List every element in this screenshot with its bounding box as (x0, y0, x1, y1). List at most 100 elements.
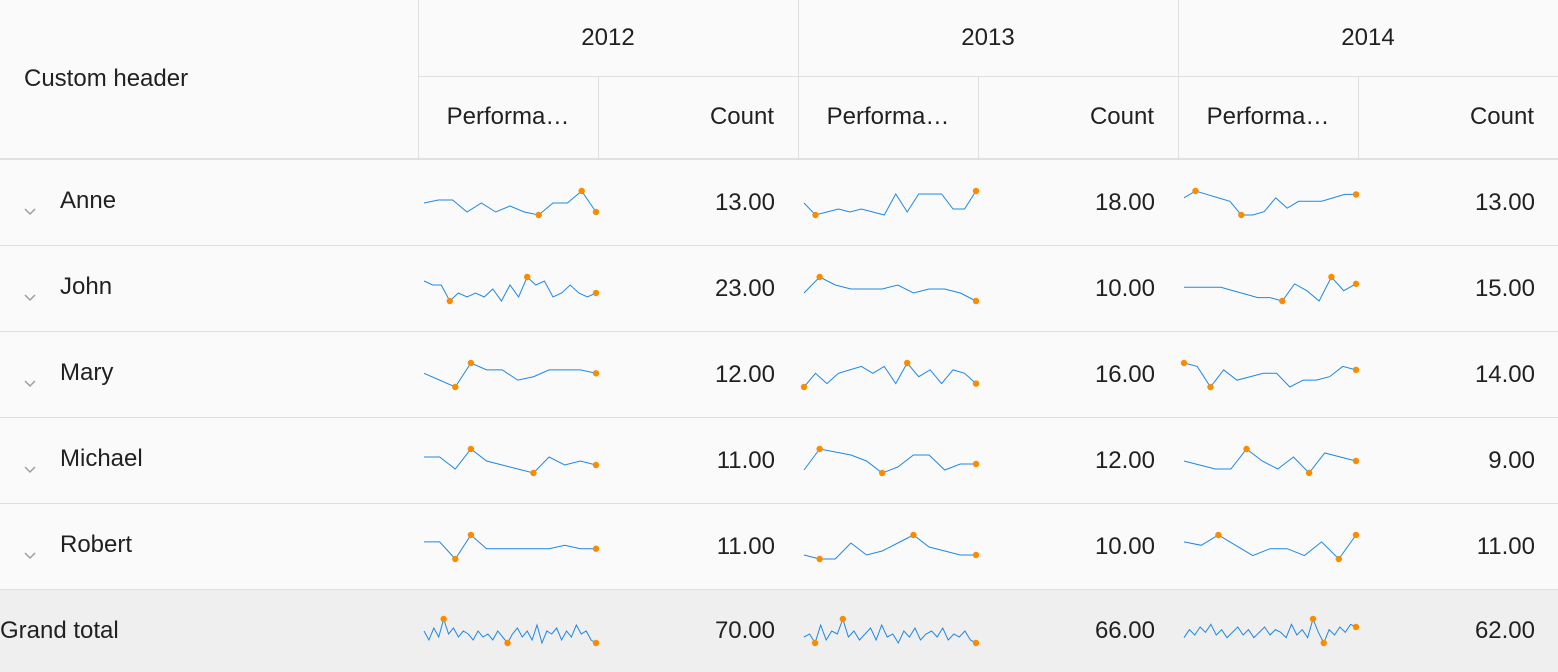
sparkline-line (423, 276, 597, 302)
sparkline (1183, 445, 1360, 477)
count-cell: 10.00 (1094, 533, 1155, 560)
sparkline-line (1183, 534, 1357, 560)
expand-chevron[interactable] (22, 457, 38, 474)
sparkline-line (803, 190, 977, 216)
sparkline (423, 273, 600, 305)
sparkline-point (972, 380, 980, 387)
sparkline-point (1305, 469, 1313, 477)
divider (418, 0, 419, 158)
divider (0, 158, 1558, 160)
sparkline-point (878, 469, 886, 477)
sparkline-point (592, 461, 600, 469)
sparkline-line (803, 534, 976, 560)
sparkline-point (816, 445, 823, 453)
sparkline-point (535, 211, 542, 219)
sparkline-point (1238, 211, 1245, 219)
sparkline-point (452, 383, 459, 391)
sparkline-point (1352, 280, 1360, 288)
sparkline-point (467, 359, 475, 367)
count-header[interactable]: Count (1469, 103, 1534, 130)
perf-header[interactable]: Performa… (1206, 103, 1330, 130)
sparkline-point (972, 551, 980, 559)
sparkline-point (800, 383, 808, 391)
sparkline (803, 445, 980, 477)
sparkline-point (972, 460, 980, 468)
sparkline-point (1243, 445, 1250, 453)
sparkline-point (1352, 623, 1360, 631)
count-header[interactable]: Count (1089, 103, 1154, 130)
sparkline-line (803, 276, 977, 302)
year-header: 2014 (1341, 24, 1395, 51)
count-cell: 16.00 (1094, 361, 1155, 388)
sparkline-point (839, 615, 847, 623)
sparkline-point (1352, 191, 1360, 198)
divider (978, 76, 979, 158)
sparkline-point (1279, 297, 1286, 305)
sparkline (1183, 187, 1360, 219)
sparkline (423, 187, 600, 219)
count-cell: 12.00 (714, 361, 775, 388)
expand-chevron[interactable] (22, 543, 38, 560)
count-cell: 11.00 (716, 533, 775, 560)
sparkline-point (972, 297, 980, 305)
sparkline-line (1183, 448, 1357, 474)
sparkline-point (1352, 457, 1360, 465)
sparkline-point (811, 639, 819, 647)
row-divider (0, 245, 1558, 246)
sparkline (803, 531, 980, 563)
expand-chevron[interactable] (22, 285, 38, 302)
count-cell: 11.00 (1476, 533, 1535, 560)
year-header: 2013 (961, 24, 1015, 51)
count-cell: 13.00 (714, 189, 775, 216)
row-divider (0, 589, 1558, 590)
expand-chevron[interactable] (22, 371, 38, 388)
count-cell: 14.00 (1474, 361, 1535, 388)
sparkline (803, 273, 980, 305)
perf-header[interactable]: Performa… (826, 103, 950, 130)
row-header: Mary (60, 359, 114, 386)
sparkline (803, 615, 980, 647)
sparkline (423, 615, 600, 647)
sparkline-point (1352, 531, 1360, 539)
count-cell: 12.00 (1094, 447, 1155, 474)
row-header: John (60, 273, 113, 300)
sparkline (800, 359, 980, 391)
divider (598, 76, 599, 158)
sparkline-point (530, 469, 537, 477)
sparkline (1183, 615, 1360, 647)
sparkline-point (816, 273, 823, 281)
count-header[interactable]: Count (709, 103, 774, 130)
sparkline-point (452, 555, 459, 563)
sparkline (423, 359, 600, 391)
sparkline-point (592, 208, 600, 216)
sparkline-point (592, 545, 600, 552)
total-background (0, 590, 1558, 672)
row-header: Michael (60, 445, 143, 472)
year-header: 2012 (581, 24, 635, 51)
divider (1358, 76, 1359, 158)
count-cell: 15.00 (1474, 275, 1535, 302)
sparkline-point (467, 445, 475, 453)
sparkline-line (423, 362, 597, 388)
sparkline-point (592, 639, 600, 647)
sparkline-point (504, 639, 511, 647)
count-cell: 9.00 (1488, 447, 1535, 474)
sparkline-line (423, 190, 597, 216)
total-header: Grand total (0, 617, 119, 644)
sparkline-point (1320, 639, 1327, 647)
sparkline-point (446, 297, 453, 305)
sparkline-point (1215, 531, 1222, 539)
row-header: Anne (60, 187, 117, 214)
sparkline-point (972, 187, 980, 195)
count-cell: 23.00 (714, 275, 775, 302)
expand-chevron[interactable] (22, 199, 38, 216)
count-cell: 62.00 (1474, 617, 1535, 644)
sparkline-point (592, 370, 600, 377)
sparkline-point (467, 531, 475, 539)
sparkline (424, 531, 600, 563)
sparkline-point (812, 211, 819, 219)
sparkline-point (592, 289, 600, 297)
perf-header[interactable]: Performa… (446, 103, 570, 130)
count-cell: 13.00 (1474, 189, 1535, 216)
